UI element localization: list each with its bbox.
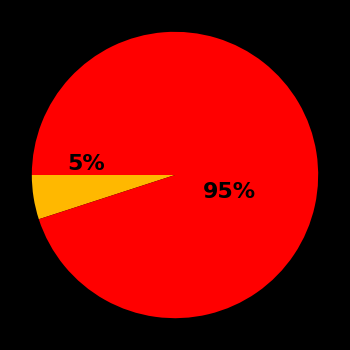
Text: 95%: 95% [203, 182, 256, 202]
Wedge shape [32, 175, 175, 219]
Wedge shape [32, 32, 318, 318]
Text: 5%: 5% [67, 154, 105, 174]
